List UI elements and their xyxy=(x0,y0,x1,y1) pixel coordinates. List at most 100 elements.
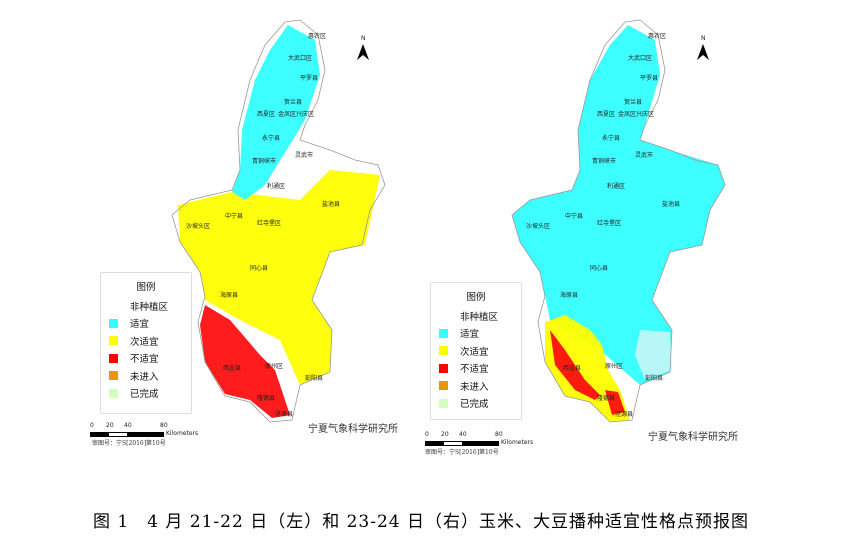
legend-swatch xyxy=(109,336,118,346)
legend-label: 非种植区 xyxy=(130,301,169,313)
legend-swatch xyxy=(109,371,118,381)
legend-label: 未进入 xyxy=(460,381,489,393)
place-label: 永宁县 xyxy=(262,134,280,142)
legend-label: 适宜 xyxy=(460,329,480,341)
place-label: 贺兰县 xyxy=(624,98,642,106)
place-label: 灵武市 xyxy=(295,151,313,159)
legend-swatch xyxy=(439,328,448,338)
place-label: 利通区 xyxy=(267,182,285,190)
suitability-area xyxy=(550,330,600,400)
place-label: 大武口区 xyxy=(628,54,652,62)
place-label: 同心县 xyxy=(250,265,268,272)
place-label: 泾源县 xyxy=(275,410,293,418)
legend-item: 已完成 xyxy=(101,385,191,403)
place-label: 中宁县 xyxy=(565,212,583,220)
place-label: 红寺堡区 xyxy=(257,219,281,227)
place-label: 西吉县 xyxy=(563,365,581,372)
legend-label: 已完成 xyxy=(130,389,159,401)
scale-tick: 80 xyxy=(160,422,168,429)
legend-label: 不适宜 xyxy=(130,354,159,366)
place-label: 利通区 xyxy=(607,182,625,190)
scale-tick: 80 xyxy=(495,431,503,438)
credit-right: 宁夏气象科学研究所 xyxy=(648,432,738,443)
legend-item: 不适宜 xyxy=(431,360,521,378)
legend-label: 次适宜 xyxy=(130,336,159,348)
legend-swatch xyxy=(109,318,118,328)
place-label: 红寺堡区 xyxy=(597,219,621,227)
boundary xyxy=(511,19,726,423)
north-arrow-icon xyxy=(697,44,709,60)
suitability-area xyxy=(605,390,625,415)
place-label: 金凤区 xyxy=(618,110,636,118)
scale-tick: 40 xyxy=(459,431,467,438)
legend-swatch xyxy=(439,381,448,391)
suitability-area xyxy=(200,305,290,418)
north-arrow-icon xyxy=(357,44,369,60)
north-label: N xyxy=(701,35,706,42)
legend-item: 适宜 xyxy=(431,325,521,343)
legend-label: 非种植区 xyxy=(460,311,499,323)
place-label: 沙坡头区 xyxy=(526,222,550,230)
place-label: 青铜峡市 xyxy=(252,157,276,165)
approval-number: 审图号：宁S[2016]第10号 xyxy=(425,449,499,456)
place-label: 同心县 xyxy=(590,265,608,272)
suitability-area xyxy=(635,330,672,380)
legend-title: 图例 xyxy=(466,292,486,303)
place-label: 贺兰县 xyxy=(284,98,302,106)
place-label: 灵武市 xyxy=(635,151,653,159)
legend-swatch xyxy=(439,363,448,373)
legend-item: 适宜 xyxy=(101,315,191,333)
place-label: 彭阳县 xyxy=(305,374,323,382)
legend-item: 未进入 xyxy=(101,367,191,385)
legend-item: 非种植区 xyxy=(431,307,521,325)
place-label: 沙坡头区 xyxy=(186,222,210,230)
place-label: 泾源县 xyxy=(615,410,633,418)
scale-bar-right: 0 20 40 80 Kilometers xyxy=(425,431,545,446)
place-label: 西夏区 xyxy=(597,111,615,118)
legend-right: 图例非种植区适宜次适宜不适宜未进入已完成 xyxy=(430,282,522,420)
place-label: 隆德县 xyxy=(257,394,275,402)
place-label: 兴庆区 xyxy=(296,110,314,118)
place-label: 盐池县 xyxy=(322,200,340,208)
legend-item: 次适宜 xyxy=(431,342,521,360)
legend-swatch xyxy=(439,346,448,356)
suitability-area xyxy=(232,25,320,200)
place-label: 西吉县 xyxy=(223,365,241,372)
place-label: 原州区 xyxy=(605,363,623,370)
legend-item: 未进入 xyxy=(431,377,521,395)
place-label: 惠农区 xyxy=(308,32,326,40)
suitability-area xyxy=(512,25,725,385)
place-label: 永宁县 xyxy=(602,134,620,142)
legend-left: 图例非种植区适宜次适宜不适宜未进入已完成 xyxy=(100,272,192,414)
suitability-area xyxy=(178,170,380,385)
place-label: 大武口区 xyxy=(288,54,312,62)
place-label: 海原县 xyxy=(560,291,578,299)
legend-item: 不适宜 xyxy=(101,350,191,368)
scale-bar-left: 0 20 40 80 Kilometers xyxy=(90,422,210,437)
legend-label: 未进入 xyxy=(130,371,159,383)
place-label: 海原县 xyxy=(220,291,238,299)
place-label: 兴庆区 xyxy=(636,110,654,118)
legend-label: 次适宜 xyxy=(460,346,489,358)
place-label: 惠农区 xyxy=(648,32,666,40)
scale-tick: 20 xyxy=(106,422,114,429)
place-label: 平罗县 xyxy=(640,75,658,82)
legend-label: 不适宜 xyxy=(460,364,489,376)
scale-tick: 0 xyxy=(90,422,94,429)
credit-left: 宁夏气象科学研究所 xyxy=(308,424,398,435)
place-label: 彭阳县 xyxy=(645,374,663,382)
legend-item: 已完成 xyxy=(431,395,521,413)
scale-tick: 0 xyxy=(425,431,429,438)
approval-number: 审图号：宁S[2016]第10号 xyxy=(92,440,166,447)
place-label: 金凤区 xyxy=(278,110,296,118)
legend-label: 适宜 xyxy=(130,319,150,331)
place-label: 原州区 xyxy=(265,363,283,370)
place-label: 西夏区 xyxy=(257,111,275,118)
scale-tick: 20 xyxy=(441,431,449,438)
north-label: N xyxy=(361,35,366,42)
legend-title: 图例 xyxy=(136,282,156,293)
place-label: 中宁县 xyxy=(225,212,243,220)
